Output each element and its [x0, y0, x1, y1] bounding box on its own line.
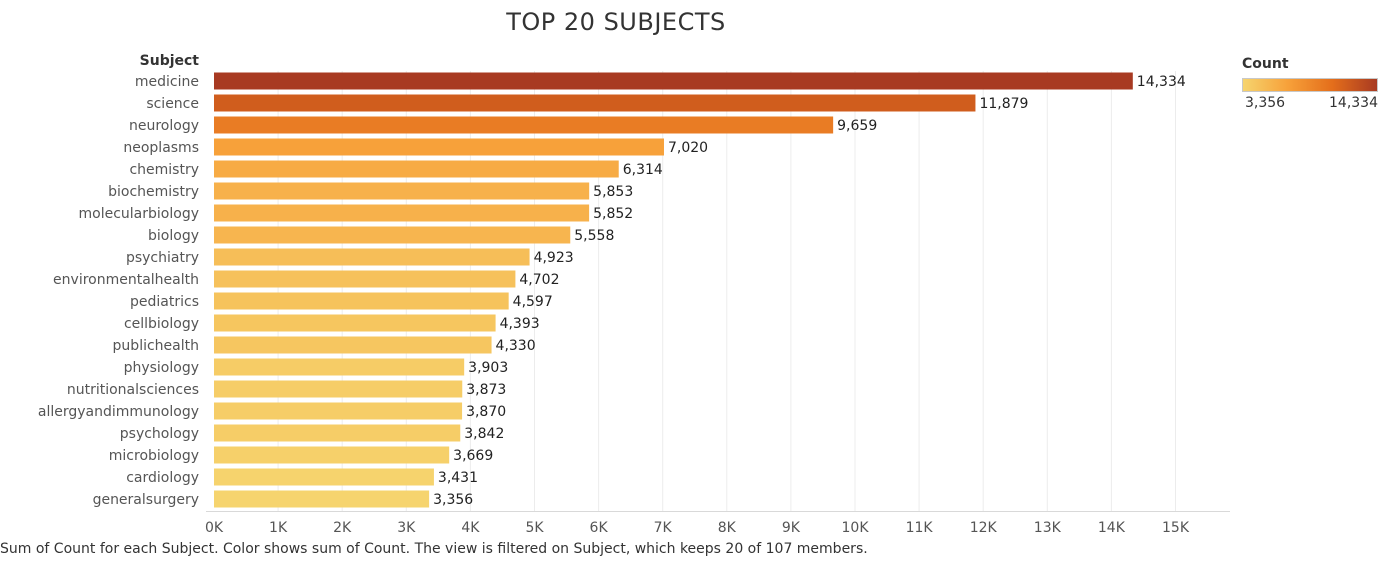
category-label: generalsurgery	[93, 492, 199, 508]
value-label: 7,020	[668, 140, 708, 156]
category-label: environmentalhealth	[53, 272, 199, 288]
x-tick-label: 5K	[525, 520, 544, 536]
category-label: psychiatry	[126, 250, 199, 266]
bar	[214, 424, 461, 442]
category-label: physiology	[124, 360, 199, 376]
value-label: 4,702	[519, 272, 559, 288]
value-label: 4,330	[496, 338, 536, 354]
bar	[214, 292, 509, 310]
bar	[214, 160, 619, 178]
legend-title: Count	[1242, 56, 1289, 72]
bar	[214, 446, 450, 464]
bar	[214, 314, 496, 332]
x-tick-label: 15K	[1162, 520, 1190, 536]
category-label: neoplasms	[123, 140, 199, 156]
value-label: 5,852	[593, 206, 633, 222]
bar	[214, 182, 590, 200]
bar	[214, 468, 434, 486]
x-tick-label: 12K	[970, 520, 998, 536]
x-tick-label: 13K	[1034, 520, 1062, 536]
value-label: 3,873	[466, 382, 506, 398]
value-label: 3,431	[438, 470, 478, 486]
category-label: publichealth	[113, 338, 199, 354]
category-label: molecularbiology	[79, 206, 199, 222]
bar	[214, 270, 516, 288]
bar	[214, 490, 430, 508]
value-label: 3,669	[453, 448, 493, 464]
x-tick-label: 8K	[718, 520, 737, 536]
bar	[214, 138, 664, 156]
x-tick-label: 9K	[782, 520, 801, 536]
x-tick-label: 7K	[654, 520, 673, 536]
value-label: 5,558	[574, 228, 614, 244]
x-tick-label: 11K	[906, 520, 934, 536]
chart-caption: Sum of Count for each Subject. Color sho…	[0, 541, 868, 557]
value-label: 5,853	[593, 184, 633, 200]
value-label: 4,923	[534, 250, 574, 266]
category-label: neurology	[129, 118, 199, 134]
category-label: medicine	[135, 74, 199, 90]
bar	[214, 248, 530, 266]
x-tick-label: 0K	[205, 520, 224, 536]
bar	[214, 336, 492, 354]
value-label: 11,879	[979, 96, 1028, 112]
category-label: cardiology	[126, 470, 199, 486]
value-label: 3,842	[464, 426, 504, 442]
value-label: 3,903	[468, 360, 508, 376]
bar	[214, 204, 590, 222]
x-tick-label: 14K	[1098, 520, 1126, 536]
value-label: 3,356	[433, 492, 473, 508]
x-tick-label: 3K	[397, 520, 416, 536]
bar	[214, 358, 465, 376]
category-label: biochemistry	[108, 184, 199, 200]
bar	[214, 72, 1133, 90]
x-tick-label: 10K	[842, 520, 870, 536]
category-label: science	[146, 96, 199, 112]
color-legend: Count 3,356 14,334	[1242, 56, 1382, 115]
bar	[214, 402, 463, 420]
x-tick-label: 6K	[590, 520, 609, 536]
value-label: 6,314	[623, 162, 663, 178]
bar	[214, 94, 976, 112]
x-tick-label: 1K	[269, 520, 288, 536]
category-label: nutritionalsciences	[67, 382, 199, 398]
chart-title: TOP 20 SUBJECTS	[506, 8, 726, 36]
x-tick-label: 4K	[461, 520, 480, 536]
legend-max-label: 14,334	[1329, 95, 1378, 111]
category-label: allergyandimmunology	[38, 404, 199, 420]
category-label: cellbiology	[124, 316, 199, 332]
category-label: chemistry	[129, 162, 199, 178]
value-label: 9,659	[837, 118, 877, 134]
bar-chart: Subject medicine 14,334 science 11,879 neurol…	[38, 53, 1230, 536]
value-label: 4,393	[500, 316, 540, 332]
value-label: 3,870	[466, 404, 506, 420]
y-axis-title: Subject	[140, 53, 200, 69]
category-label: psychology	[120, 426, 199, 442]
bar	[214, 226, 571, 244]
legend-color-ramp	[1242, 78, 1378, 92]
bar	[214, 380, 463, 398]
category-label: pediatrics	[130, 294, 199, 310]
bar	[214, 116, 834, 134]
x-tick-label: 2K	[333, 520, 352, 536]
value-label: 4,597	[513, 294, 553, 310]
category-label: microbiology	[109, 448, 199, 464]
legend-min-label: 3,356	[1245, 95, 1286, 111]
category-label: biology	[148, 228, 199, 244]
value-label: 14,334	[1137, 74, 1186, 90]
